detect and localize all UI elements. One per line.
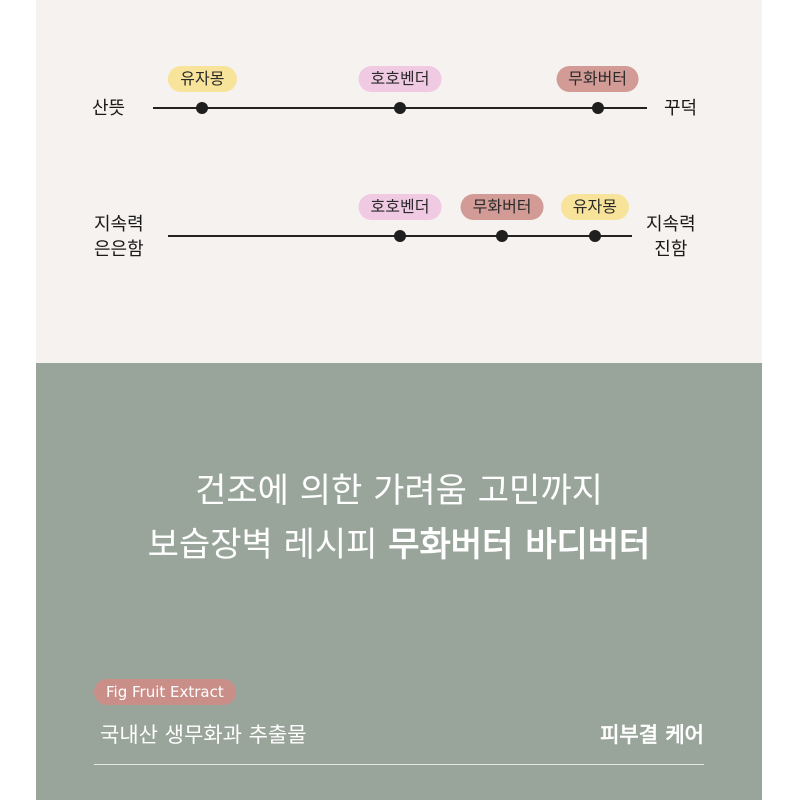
scale-texture-right-label: 꾸덕 (664, 98, 698, 119)
scale-scent-left-label: 지속력 은은함 (94, 212, 144, 262)
ingredient-description: 국내산 생무화과 추출물 (100, 723, 307, 747)
ingredient-benefit: 피부결 케어 (600, 723, 704, 747)
ingredient-tag: Fig Fruit Extract (94, 679, 236, 705)
scale-texture-left-label: 산뜻 (92, 98, 126, 119)
scale-texture-marker-tag: 무화버터 (556, 66, 640, 92)
scale-scent-right-label: 지속력 진함 (646, 212, 696, 262)
scale-scent-marker-dot (496, 230, 509, 242)
scale-texture-marker-dot (394, 102, 406, 114)
scale-scent-right-label-line2: 진함 (654, 239, 688, 260)
headline-line2-regular: 보습장벽 레시피 (147, 525, 389, 565)
scale-scent-marker-tag: 유자몽 (560, 194, 629, 220)
scale-texture-marker-tag: 유자몽 (168, 66, 237, 92)
scale-texture-marker-dot (196, 102, 209, 114)
scale-scent-marker-tag: 호호벤더 (358, 194, 442, 220)
scale-scent-right-label-line1: 지속력 (646, 214, 696, 235)
headline-line2: 보습장벽 레시피 무화버터 바디버터 (36, 520, 762, 570)
divider (94, 764, 704, 765)
comparison-panel (36, 0, 762, 363)
headline-line2-bold: 무화버터 바디버터 (388, 525, 651, 565)
scale-scent-marker-tag: 무화버터 (460, 194, 544, 220)
scale-texture-marker-dot (591, 102, 604, 114)
scale-scent-left-label-line2: 은은함 (94, 239, 144, 260)
scale-scent-marker-dot (588, 230, 601, 242)
ingredient-panel (36, 363, 762, 800)
scale-texture-marker-tag: 호호벤더 (358, 66, 442, 92)
headline-line1: 건조에 의한 가려움 고민까지 (195, 471, 603, 511)
scale-scent-marker-dot (394, 230, 406, 242)
scale-scent-left-label-line1: 지속력 (94, 214, 144, 235)
